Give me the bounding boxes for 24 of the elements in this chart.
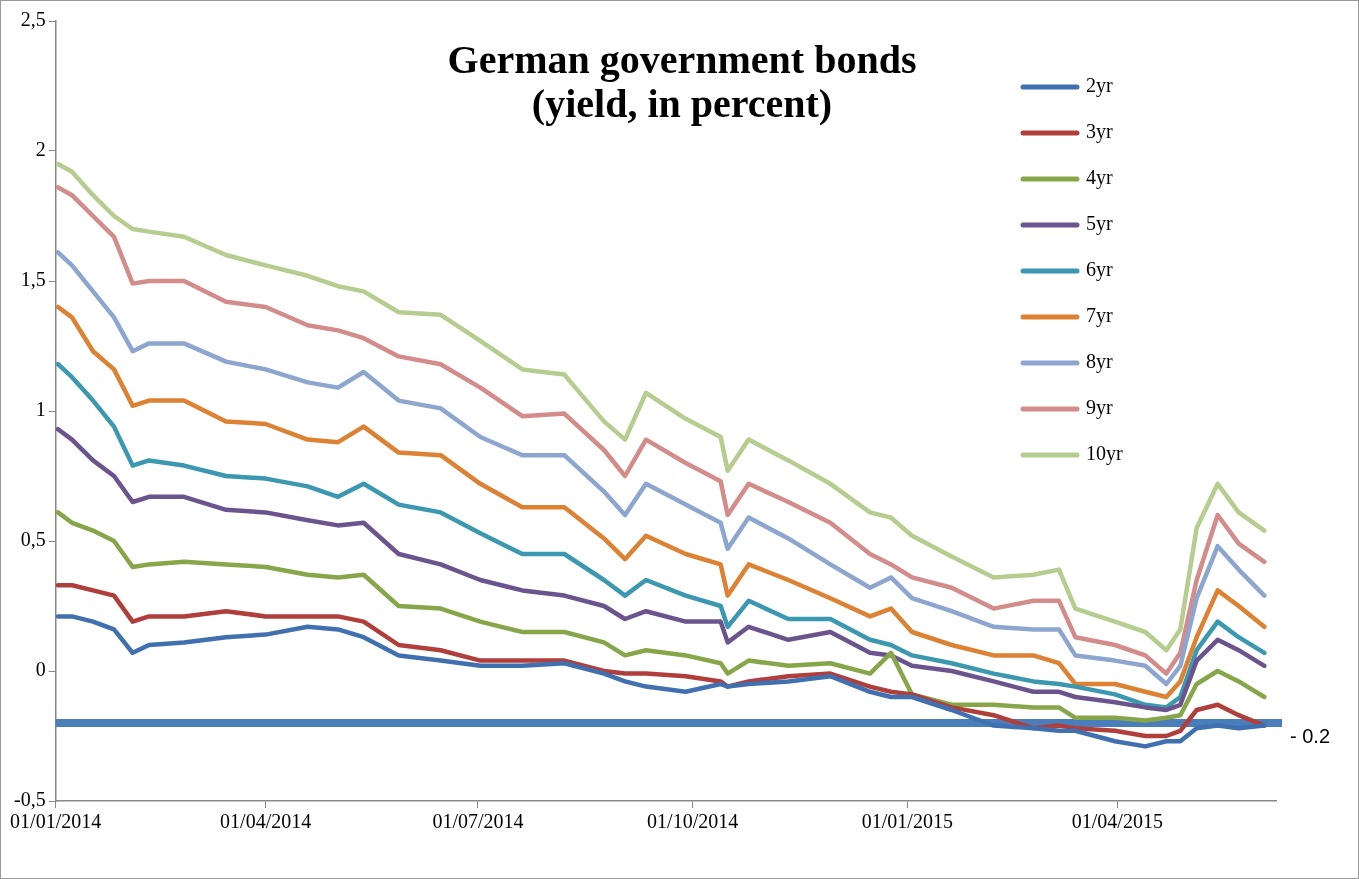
y-tick-label: 1,5 bbox=[20, 268, 46, 291]
legend-label: 3yr bbox=[1086, 120, 1113, 144]
text: German government bonds (yield, in percent) bbox=[447, 37, 917, 127]
y-tick-label: 0,5 bbox=[20, 528, 46, 551]
x-tick-label: 01/01/2014 bbox=[10, 810, 102, 833]
y-tick-label: 0 bbox=[35, 658, 46, 681]
x-tick-label: 01/04/2015 bbox=[1071, 810, 1163, 833]
x-tick-label: 01/04/2014 bbox=[220, 810, 312, 833]
legend-label: 4yr bbox=[1086, 166, 1113, 190]
y-tick-label: 1 bbox=[35, 398, 46, 421]
legend-label: 7yr bbox=[1086, 304, 1113, 328]
legend-label: 10yr bbox=[1086, 442, 1123, 466]
ref-line-label: - 0.2 bbox=[1290, 724, 1331, 747]
legend-label: 9yr bbox=[1086, 396, 1113, 420]
y-tick-label: 2,5 bbox=[20, 8, 46, 31]
legend-label: 8yr bbox=[1086, 350, 1113, 374]
x-tick-label: 01/10/2014 bbox=[647, 810, 739, 833]
x-tick-label: 01/07/2014 bbox=[432, 810, 524, 833]
legend-label: 2yr bbox=[1086, 74, 1113, 98]
legend-label: 5yr bbox=[1086, 212, 1113, 236]
y-tick-label: -0,5 bbox=[13, 788, 46, 811]
legend-label: 6yr bbox=[1086, 258, 1113, 282]
x-tick-label: 01/01/2015 bbox=[861, 810, 953, 833]
y-tick-label: 2 bbox=[35, 138, 46, 161]
